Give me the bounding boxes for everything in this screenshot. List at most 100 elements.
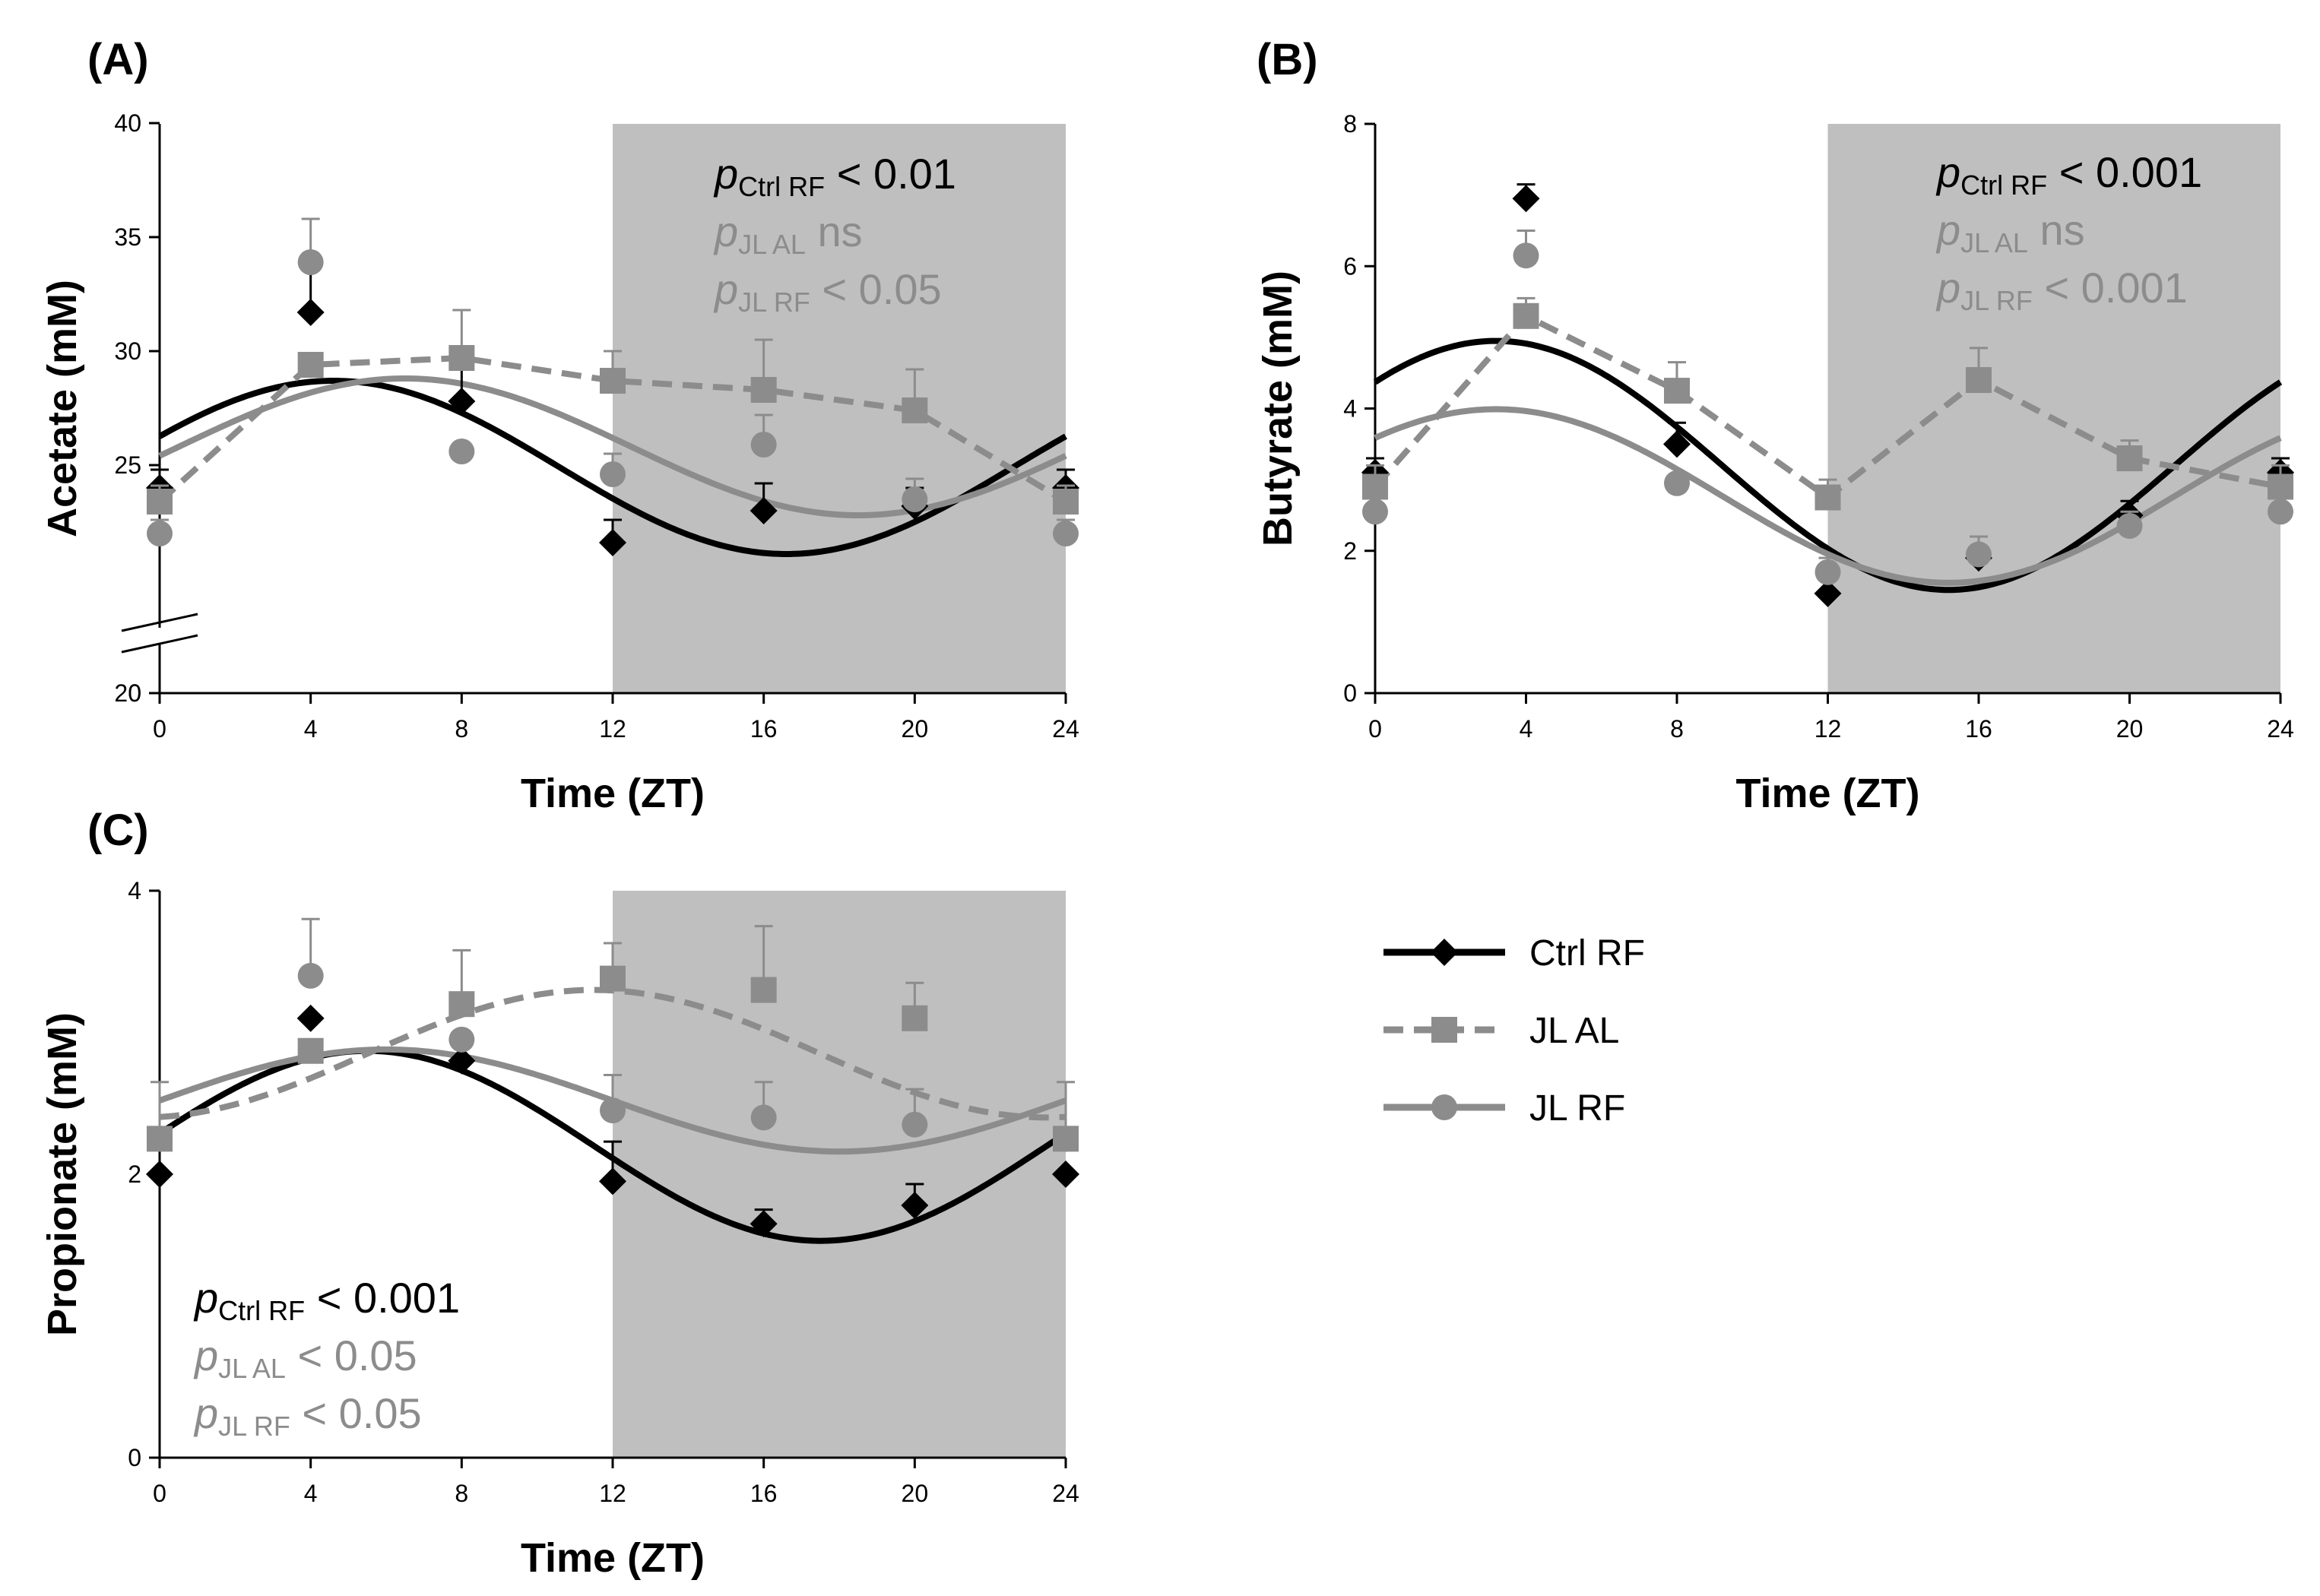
series-jl-al bbox=[147, 309, 1079, 515]
data-point bbox=[600, 461, 626, 487]
p-value-annotation: pJL RF < 0.001 bbox=[1935, 264, 2188, 316]
p-symbol: p bbox=[713, 150, 738, 198]
y-tick-label: 35 bbox=[114, 223, 141, 251]
x-tick-label: 8 bbox=[455, 715, 468, 743]
p-subscript: Ctrl RF bbox=[738, 171, 825, 202]
series-jl-al bbox=[147, 925, 1079, 1152]
x-tick-label: 4 bbox=[304, 715, 318, 743]
dark-phase-region bbox=[1827, 124, 2280, 693]
x-axis-title: Time (ZT) bbox=[1736, 771, 1920, 816]
series-jl-al bbox=[1362, 296, 2293, 511]
p-symbol: p bbox=[713, 265, 738, 313]
p-symbol: p bbox=[193, 1274, 218, 1322]
series-ctrl-rf bbox=[146, 1004, 1079, 1238]
data-point bbox=[1053, 521, 1079, 546]
p-value-text: < 0.05 bbox=[810, 265, 942, 313]
data-point bbox=[902, 1005, 928, 1031]
series-jl-rf bbox=[147, 217, 1079, 546]
x-tick-label: 0 bbox=[153, 715, 166, 743]
data-point bbox=[2116, 512, 2143, 539]
p-value-text: ns bbox=[806, 207, 863, 255]
x-tick-label: 4 bbox=[304, 1480, 318, 1507]
y-tick-label: 4 bbox=[1343, 395, 1357, 423]
p-symbol: p bbox=[193, 1389, 218, 1437]
series-line-ctrl-rf bbox=[158, 378, 1067, 557]
x-tick-label: 24 bbox=[2267, 715, 2294, 743]
p-symbol: p bbox=[1935, 264, 1960, 312]
p-value-text: ns bbox=[2028, 206, 2085, 254]
axis-break-mark bbox=[121, 634, 198, 654]
x-tick-label: 16 bbox=[1965, 715, 1992, 743]
p-value-annotation: pJL RF < 0.05 bbox=[713, 265, 942, 318]
p-value-text: < 0.05 bbox=[290, 1389, 422, 1437]
legend-item-jl-al: JL AL bbox=[1383, 1011, 1619, 1051]
data-point bbox=[448, 1047, 476, 1075]
legend-item-ctrl-rf: Ctrl RF bbox=[1383, 933, 1645, 974]
data-point bbox=[1053, 1126, 1079, 1152]
p-subscript: JL AL bbox=[218, 1353, 286, 1384]
y-axis-title: Propionate (mM) bbox=[40, 1012, 85, 1336]
x-tick-label: 20 bbox=[902, 715, 929, 743]
data-point bbox=[1966, 367, 1992, 394]
p-subscript: JL RF bbox=[738, 287, 810, 318]
data-point bbox=[448, 388, 476, 415]
p-symbol: p bbox=[1935, 148, 1960, 196]
p-subscript: JL AL bbox=[1960, 227, 2028, 258]
p-value-text: < 0.05 bbox=[286, 1332, 417, 1379]
p-subscript: Ctrl RF bbox=[218, 1295, 305, 1326]
panel-label: (B) bbox=[1257, 35, 1318, 84]
data-point bbox=[1664, 378, 1690, 404]
x-tick-label: 12 bbox=[599, 1480, 626, 1507]
data-point bbox=[1966, 541, 1992, 568]
data-point bbox=[297, 352, 324, 378]
panel-label: (C) bbox=[87, 806, 149, 855]
data-point bbox=[146, 1161, 173, 1188]
panel-label: (A) bbox=[87, 35, 149, 84]
legend-label: JL RF bbox=[1529, 1088, 1625, 1129]
data-point bbox=[1362, 473, 1388, 500]
p-value-annotation: pCtrl RF < 0.001 bbox=[193, 1274, 460, 1326]
y-tick-label: 30 bbox=[114, 337, 141, 365]
p-value-text: < 0.01 bbox=[825, 150, 956, 198]
p-value-annotation: pJL AL ns bbox=[713, 207, 863, 260]
data-point bbox=[902, 486, 928, 512]
data-point bbox=[750, 1104, 777, 1131]
legend-marker-circle-icon bbox=[1431, 1094, 1457, 1120]
data-point bbox=[1512, 185, 1540, 213]
legend: Ctrl RF JL AL JL RF bbox=[1383, 933, 1645, 1129]
y-tick-label: 20 bbox=[114, 679, 141, 707]
data-point bbox=[600, 1097, 626, 1124]
p-value-annotation: pJL AL < 0.05 bbox=[193, 1332, 417, 1384]
data-point bbox=[147, 521, 173, 546]
y-tick-label: 0 bbox=[128, 679, 141, 707]
data-point bbox=[448, 439, 475, 464]
p-value-annotation: pJL AL ns bbox=[1935, 206, 2085, 258]
x-tick-label: 20 bbox=[2116, 715, 2144, 743]
p-value-text: < 0.001 bbox=[305, 1274, 460, 1322]
data-point bbox=[147, 489, 173, 515]
y-tick-label: 2 bbox=[1343, 537, 1357, 565]
data-point bbox=[750, 432, 777, 458]
data-point bbox=[750, 977, 777, 1003]
x-tick-label: 0 bbox=[1368, 715, 1382, 743]
data-point bbox=[1053, 489, 1079, 515]
x-tick-label: 24 bbox=[1052, 1480, 1079, 1507]
y-tick-label: 0 bbox=[1343, 679, 1357, 707]
x-tick-label: 24 bbox=[1052, 715, 1079, 743]
data-point bbox=[1814, 559, 1841, 585]
p-subscript: JL RF bbox=[1960, 285, 2033, 316]
data-point bbox=[297, 1037, 324, 1064]
data-point bbox=[902, 1111, 928, 1138]
p-value-annotation: pCtrl RF < 0.001 bbox=[1935, 148, 2202, 201]
legend-label: Ctrl RF bbox=[1529, 933, 1645, 974]
data-point bbox=[448, 1026, 475, 1053]
p-subscript: Ctrl RF bbox=[1960, 169, 2047, 201]
y-axis-title: Acetate (mM) bbox=[40, 280, 85, 537]
p-symbol: p bbox=[193, 1332, 218, 1379]
x-tick-label: 16 bbox=[750, 1480, 778, 1507]
y-tick-label: 40 bbox=[114, 109, 141, 137]
data-point bbox=[448, 991, 475, 1018]
legend-label: JL AL bbox=[1529, 1011, 1619, 1051]
